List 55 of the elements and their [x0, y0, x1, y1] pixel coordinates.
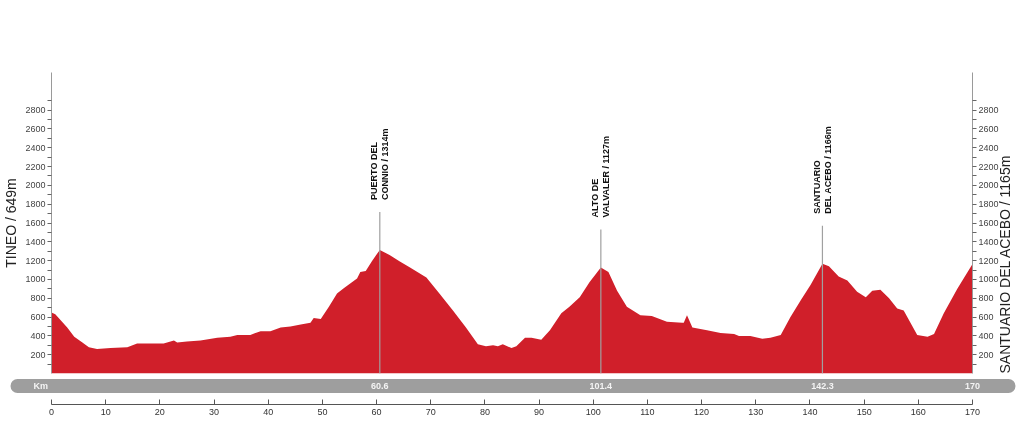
- y-tick-label: 800: [30, 293, 46, 304]
- y2-tick-label: 1400: [978, 236, 999, 247]
- y-axis-title: TINEO / 649m: [3, 178, 20, 268]
- y2-tick-label: 1200: [978, 255, 999, 266]
- y-tick-label: 1000: [25, 274, 46, 285]
- x-tick-label: 100: [585, 406, 601, 417]
- y-tick-label: 2800: [25, 105, 46, 116]
- x2-tick-label: 60.6: [371, 381, 389, 392]
- y2-tick-label: 400: [978, 330, 994, 341]
- x-tick-label: 130: [748, 406, 764, 417]
- x-tick-label: 30: [209, 406, 220, 417]
- x-tick-label: 90: [534, 406, 545, 417]
- y2-tick-label: 200: [978, 349, 994, 360]
- y2-tick-label: 600: [978, 312, 994, 323]
- y-tick-label: 2600: [25, 123, 46, 134]
- y2-tick-label: 2200: [978, 161, 999, 172]
- x2-tick-label: 142.3: [811, 381, 834, 392]
- y-tick-label: 200: [30, 349, 46, 360]
- x-tick-label: 20: [154, 406, 165, 417]
- x-tick-label: 120: [694, 406, 710, 417]
- x-tick-label: 40: [263, 406, 274, 417]
- x-tick-label: 170: [964, 406, 981, 417]
- x2-tick-label: 101.4: [589, 381, 613, 392]
- y2-tick-label: 1800: [978, 199, 999, 210]
- ref-line-label: ALTO DE VALVALER / 1127m: [590, 135, 612, 218]
- x-tick-label: 60: [371, 406, 382, 417]
- x-tick-label: 70: [425, 406, 436, 417]
- y2-tick-label: 2600: [978, 123, 999, 134]
- x-tick-label: 10: [100, 406, 111, 417]
- x2-axis-title: Km: [33, 381, 49, 392]
- x-tick-label: 0: [49, 406, 55, 417]
- y-tick-label: 600: [30, 312, 46, 323]
- y-tick-label: 1800: [25, 199, 46, 210]
- x-tick-label: 50: [317, 406, 328, 417]
- y2-tick-label: 1600: [978, 218, 999, 228]
- ref-line-label: SANTUARIO DEL ACEBO / 1166m: [811, 126, 833, 214]
- y-tick-label: 400: [30, 330, 46, 341]
- y2-tick-label: 1000: [978, 274, 999, 285]
- y2-tick-label: 2800: [978, 105, 999, 116]
- y-tick-label: 2000: [25, 180, 46, 191]
- y-tick-label: 2200: [25, 161, 46, 172]
- x-tick-label: 160: [910, 406, 926, 417]
- ref-line-label: PUERTO DEL CONNIO / 1314m: [369, 128, 391, 200]
- y-tick-label: 1200: [25, 255, 46, 266]
- x-tick-label: 150: [856, 406, 872, 417]
- y-tick-label: 1400: [25, 236, 46, 247]
- y2-tick-label: 2000: [978, 180, 999, 191]
- x-tick-label: 110: [640, 406, 655, 417]
- x2-tick-label: 170: [964, 381, 981, 392]
- y-tick-label: 2400: [25, 142, 46, 153]
- x-tick-label: 140: [802, 406, 818, 417]
- y-tick-label: 1600: [25, 218, 46, 228]
- x-tick-label: 80: [479, 406, 490, 417]
- y2-tick-label: 2400: [978, 142, 999, 153]
- y2-tick-label: 800: [978, 293, 994, 304]
